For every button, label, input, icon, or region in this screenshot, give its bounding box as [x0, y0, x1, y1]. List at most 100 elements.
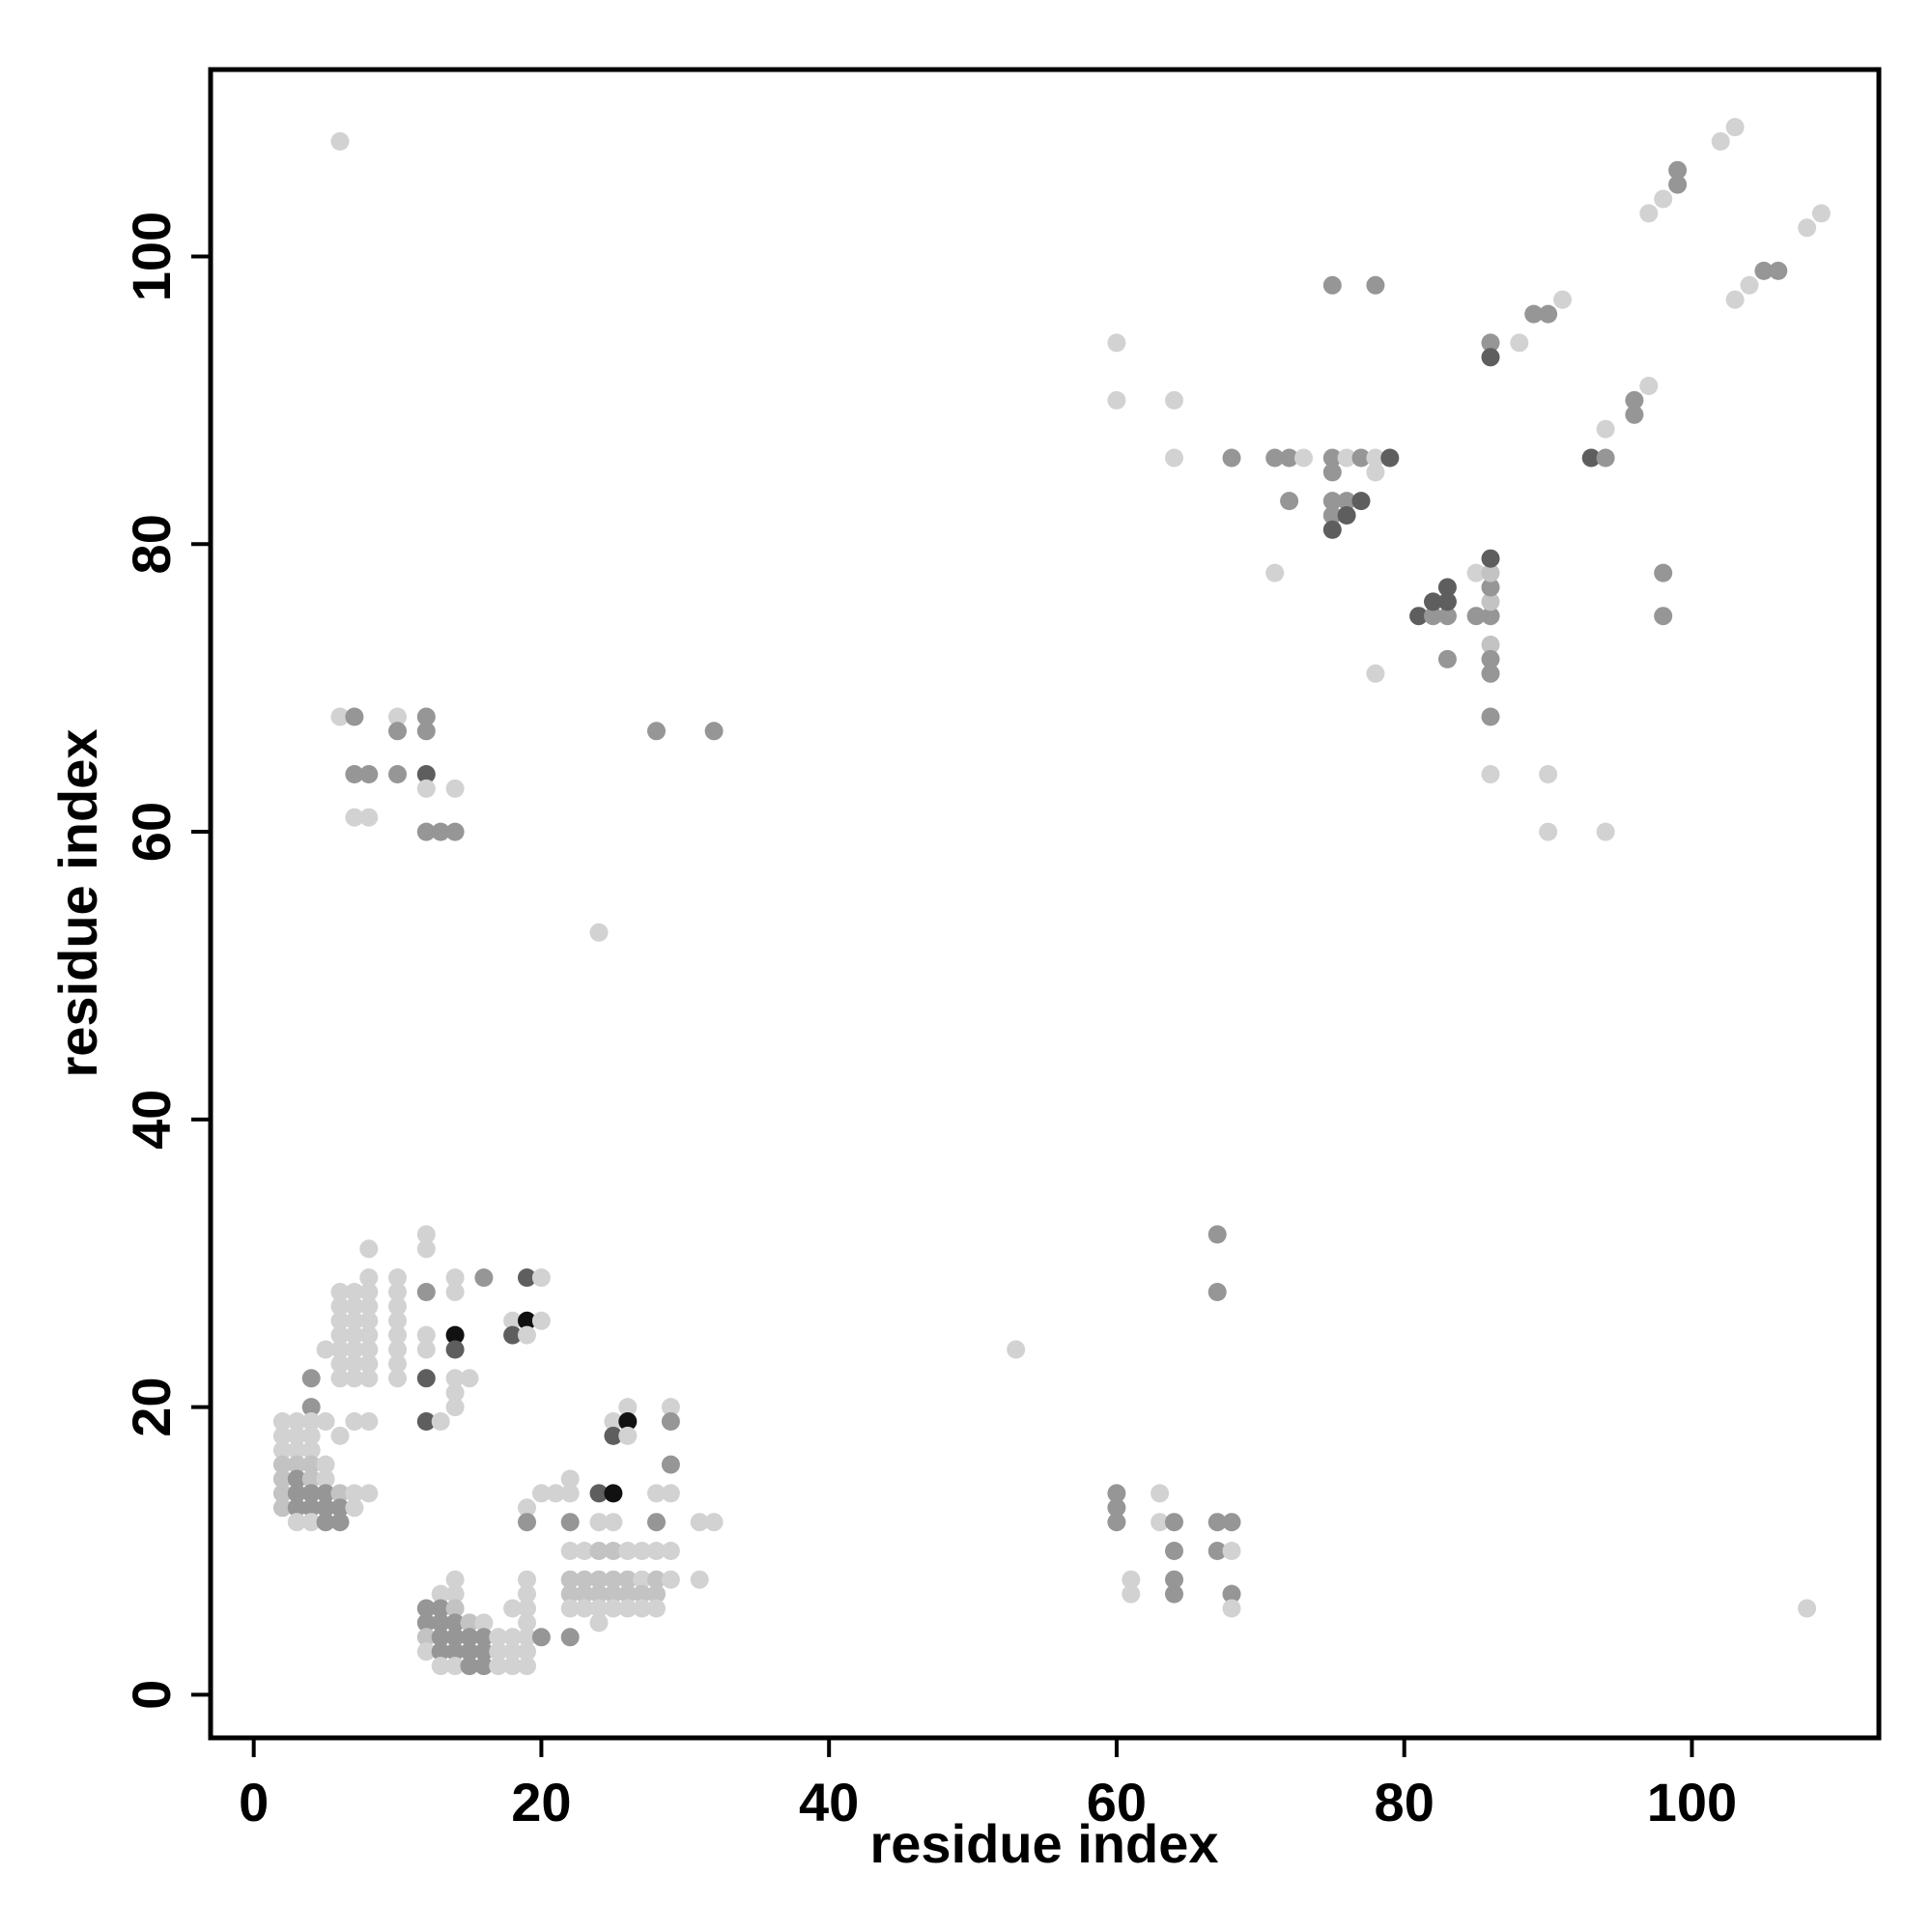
contact-point: [359, 1412, 379, 1431]
contact-point: [474, 1613, 494, 1633]
contact-point: [1322, 463, 1342, 482]
contact-point: [1222, 1542, 1241, 1560]
contact-point: [518, 1513, 536, 1532]
contact-point: [1322, 506, 1342, 525]
x-tick-label: 0: [239, 1772, 269, 1833]
contact-point: [431, 1599, 450, 1618]
contact-point: [416, 722, 436, 741]
contact-point: [647, 1599, 666, 1618]
contact-point: [416, 1239, 436, 1259]
contact-point: [272, 1469, 292, 1489]
contact-point: [1437, 578, 1457, 597]
contact-point: [359, 1369, 379, 1388]
contact-point: [1165, 1570, 1183, 1589]
contact-point: [1654, 563, 1673, 582]
contact-point: [345, 707, 364, 726]
contact-point: [1798, 218, 1817, 238]
contact-point: [1811, 204, 1831, 223]
contact-point: [1654, 189, 1673, 209]
contact-point: [575, 1542, 594, 1560]
y-tick-label: 100: [121, 212, 182, 301]
contact-point: [560, 1513, 580, 1532]
contact-point: [359, 1296, 379, 1316]
contact-point: [1481, 348, 1500, 367]
contact-point: [345, 1354, 364, 1374]
contact-point: [460, 1642, 479, 1662]
contact-point: [604, 1542, 623, 1560]
contact-point: [431, 1613, 450, 1633]
contact-point: [345, 1325, 364, 1345]
contact-point: [589, 1599, 609, 1618]
contact-point: [1222, 448, 1241, 468]
contact-point: [1122, 1570, 1141, 1589]
contact-point: [560, 1570, 580, 1589]
contact-point: [604, 1426, 623, 1445]
contact-point: [388, 1283, 407, 1301]
contact-point: [1769, 261, 1788, 280]
contact-point: [330, 1498, 350, 1518]
contact-point: [460, 1369, 479, 1388]
contact-point: [618, 1599, 638, 1618]
contact-point: [1107, 1513, 1126, 1532]
contact-point: [416, 765, 436, 783]
contact-point: [359, 1354, 379, 1374]
contact-point: [633, 1542, 652, 1560]
contact-point: [560, 1584, 580, 1604]
y-tick-label: 80: [121, 514, 182, 574]
contact-point: [1222, 1513, 1241, 1532]
contact-point: [287, 1469, 306, 1489]
contact-point: [330, 1369, 350, 1388]
contact-point: [604, 1584, 623, 1604]
contact-point: [445, 1570, 465, 1589]
contact-point: [1481, 333, 1500, 353]
contact-point: [287, 1498, 306, 1518]
x-axis-title: residue index: [869, 1813, 1218, 1874]
contact-point: [1337, 492, 1356, 511]
contact-point: [1366, 275, 1385, 295]
x-axis: 0 20 40 60 80 100: [239, 1736, 1737, 1833]
contact-point: [1798, 1599, 1817, 1618]
contact-point: [330, 1311, 350, 1330]
contact-point: [1165, 448, 1183, 468]
contact-point: [1366, 463, 1385, 482]
contact-point: [1754, 261, 1774, 280]
contact-point: [1481, 636, 1500, 654]
contact-point: [345, 1296, 364, 1316]
contact-point: [1322, 448, 1342, 468]
contact-point: [301, 1484, 321, 1503]
contact-point: [316, 1484, 335, 1503]
contact-point: [661, 1398, 680, 1417]
contact-point: [445, 1584, 465, 1604]
contact-point: [1539, 822, 1558, 841]
contact-point: [287, 1412, 306, 1431]
contact-point: [445, 1383, 465, 1403]
contact-point: [1107, 333, 1126, 353]
contact-point: [560, 1599, 580, 1618]
x-tick-label: 60: [1087, 1772, 1147, 1833]
contact-point: [1596, 448, 1615, 468]
contact-point: [1539, 765, 1558, 783]
contact-point: [416, 1340, 436, 1359]
contact-point: [388, 707, 407, 726]
contact-point: [330, 707, 350, 726]
contact-point: [316, 1498, 335, 1518]
y-axis-title: residue index: [47, 728, 108, 1077]
contact-point: [503, 1325, 523, 1345]
contact-point: [316, 1469, 335, 1489]
contact-point: [416, 1225, 436, 1244]
contact-point: [416, 1412, 436, 1431]
contact-point: [345, 1369, 364, 1388]
contact-point: [416, 1613, 436, 1633]
contact-point: [416, 1325, 436, 1345]
contact-point: [445, 1599, 465, 1618]
x-tick-label: 100: [1647, 1772, 1737, 1833]
contact-point: [445, 1398, 465, 1417]
contact-point: [301, 1369, 321, 1388]
contact-point: [518, 1642, 536, 1662]
contact-point: [445, 1642, 465, 1662]
contact-point: [287, 1484, 306, 1503]
contact-point: [330, 1354, 350, 1374]
contact-point: [1208, 1225, 1227, 1244]
contact-point: [1481, 563, 1500, 582]
contact-point: [1740, 275, 1759, 295]
